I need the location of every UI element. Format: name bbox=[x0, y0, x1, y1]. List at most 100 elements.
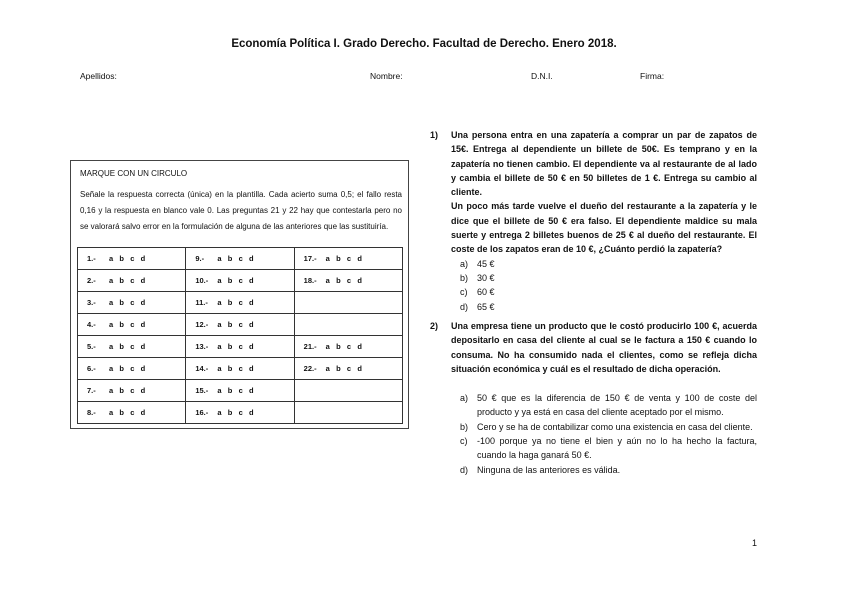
answer-choices[interactable]: a b c d bbox=[109, 408, 146, 417]
answer-cell bbox=[293, 313, 404, 336]
question-number: 15.- bbox=[195, 386, 209, 395]
answer-box-heading: MARQUE CON UN CIRCULO bbox=[80, 169, 188, 178]
answer-cell[interactable]: 6.- a b c d bbox=[76, 357, 187, 380]
answer-choices[interactable]: a b c d bbox=[109, 276, 146, 285]
answer-cell[interactable]: 11.- a b c d bbox=[185, 291, 295, 314]
field-nombre: Nombre: bbox=[370, 71, 403, 81]
option-c: c) -100 porque ya no tiene el bien y aún … bbox=[460, 434, 757, 463]
answer-cell[interactable]: 10.- a b c d bbox=[185, 269, 295, 292]
answer-choices[interactable]: a b c d bbox=[109, 254, 146, 263]
answer-cell[interactable]: 16.- a b c d bbox=[185, 401, 295, 424]
answer-choices[interactable]: a b c d bbox=[109, 342, 146, 351]
answer-cell[interactable]: 4.- a b c d bbox=[76, 313, 187, 336]
question-number: 10.- bbox=[195, 276, 209, 285]
answer-choices[interactable]: a b c d bbox=[325, 342, 362, 351]
question-number: 7.- bbox=[87, 386, 96, 395]
option-a: a) 45 € bbox=[460, 257, 757, 271]
answer-box: MARQUE CON UN CIRCULO Señale la respuest… bbox=[70, 160, 409, 429]
question-number: 2) bbox=[430, 321, 439, 331]
answer-choices[interactable]: a b c d bbox=[109, 298, 146, 307]
question-number: 22.- bbox=[303, 364, 317, 373]
answer-choices[interactable]: a b c d bbox=[109, 320, 146, 329]
grid-row: 6.- a b c d 14.- a b c d 22.- a b c d bbox=[76, 357, 404, 380]
option-d: d) 65 € bbox=[460, 300, 757, 314]
answer-choices[interactable]: a b c d bbox=[109, 364, 146, 373]
answer-cell[interactable]: 22.- a b c d bbox=[293, 357, 404, 380]
answer-cell bbox=[293, 379, 404, 402]
option-label: b) bbox=[460, 272, 469, 283]
answer-cell[interactable]: 2.- a b c d bbox=[76, 269, 187, 292]
answer-box-instructions: Señale la respuesta correcta (única) en … bbox=[80, 190, 402, 231]
question-number: 5.- bbox=[87, 342, 96, 351]
option-c: c) 60 € bbox=[460, 285, 757, 299]
question-number: 4.- bbox=[87, 320, 96, 329]
answer-choices[interactable]: a b c d bbox=[217, 276, 254, 285]
option-label: c) bbox=[460, 436, 468, 447]
answer-cell[interactable]: 13.- a b c d bbox=[185, 335, 295, 358]
answer-choices[interactable]: a b c d bbox=[217, 342, 254, 351]
question-number: 1) bbox=[430, 130, 439, 140]
question-number: 8.- bbox=[87, 408, 96, 417]
field-apellidos: Apellidos: bbox=[80, 71, 117, 81]
answer-cell[interactable]: 17.- a b c d bbox=[293, 247, 404, 270]
option-label: c) bbox=[460, 287, 468, 298]
answer-choices[interactable]: a b c d bbox=[217, 298, 254, 307]
option-label: d) bbox=[460, 464, 469, 475]
answer-cell[interactable]: 9.- a b c d bbox=[185, 247, 295, 270]
question-number: 13.- bbox=[195, 342, 209, 351]
grid-row: 7.- a b c d 15.- a b c d bbox=[76, 379, 404, 402]
option-text: 60 € bbox=[477, 287, 495, 298]
answer-choices[interactable]: a b c d bbox=[217, 364, 254, 373]
page-number: 1 bbox=[752, 538, 758, 548]
answer-cell[interactable]: 5.- a b c d bbox=[76, 335, 187, 358]
answer-cell bbox=[293, 291, 404, 314]
question-number: 11.- bbox=[195, 298, 208, 307]
option-b: b) 30 € bbox=[460, 271, 757, 285]
option-text: Ninguna de las anteriores es válida. bbox=[477, 464, 621, 475]
question-number: 12.- bbox=[195, 320, 209, 329]
answer-cell[interactable]: 1.- a b c d bbox=[76, 247, 187, 270]
grid-row: 5.- a b c d 13.- a b c d 21.- a b c d bbox=[76, 335, 404, 358]
answer-cell[interactable]: 14.- a b c d bbox=[185, 357, 295, 380]
answer-choices[interactable]: a b c d bbox=[217, 408, 254, 417]
page-title: Economía Política I. Grado Derecho. Facu… bbox=[231, 38, 617, 50]
option-label: b) bbox=[460, 421, 469, 432]
answer-choices[interactable]: a b c d bbox=[325, 364, 362, 373]
question-number: 6.- bbox=[87, 364, 96, 373]
option-text: Cero y se ha de contabilizar como una ex… bbox=[477, 421, 753, 432]
option-text: 30 € bbox=[477, 272, 495, 283]
question-number: 9.- bbox=[195, 254, 205, 263]
option-text: -100 porque ya no tiene el bien y aún no… bbox=[477, 436, 757, 461]
answer-choices[interactable]: a b c d bbox=[217, 386, 254, 395]
question-number: 2.- bbox=[87, 276, 96, 285]
answer-choices[interactable]: a b c d bbox=[217, 320, 254, 329]
answer-cell[interactable]: 3.- a b c d bbox=[76, 291, 187, 314]
answer-cell[interactable]: 15.- a b c d bbox=[185, 379, 295, 402]
answer-cell[interactable]: 8.- a b c d bbox=[76, 401, 187, 424]
option-a: a) 50 € que es la diferencia de 150 € de … bbox=[460, 391, 757, 420]
option-text: 65 € bbox=[477, 301, 495, 312]
option-text: 50 € que es la diferencia de 150 € de ve… bbox=[477, 393, 757, 418]
option-label: a) bbox=[460, 258, 469, 269]
answer-choices[interactable]: a b c d bbox=[109, 386, 146, 395]
answer-grid: 1.- a b c d 9.- a b c d 17.- a b c d 2.- a b c … bbox=[76, 247, 404, 424]
grid-row: 1.- a b c d 9.- a b c d 17.- a b c d bbox=[76, 247, 404, 270]
answer-cell[interactable]: 12.- a b c d bbox=[185, 313, 295, 336]
option-d: d) Ninguna de las anteriores es válida. bbox=[460, 463, 757, 477]
question-options: a) 50 € que es la diferencia de 150 € de … bbox=[460, 391, 757, 477]
grid-row: 4.- a b c d 12.- a b c d bbox=[76, 313, 404, 336]
question-number: 16.- bbox=[195, 408, 209, 417]
option-label: d) bbox=[460, 301, 469, 312]
option-label: a) bbox=[460, 393, 469, 404]
question-text: Una empresa tiene un producto que le cos… bbox=[451, 321, 757, 374]
answer-choices[interactable]: a b c d bbox=[325, 254, 362, 263]
question-options: a) 45 € b) 30 € c) 60 € d) 65 € bbox=[460, 257, 757, 314]
answer-choices[interactable]: a b c d bbox=[325, 276, 362, 285]
question-text: Una persona entra en una zapatería a com… bbox=[451, 130, 757, 198]
question-number: 18.- bbox=[303, 276, 317, 285]
answer-cell[interactable]: 21.- a b c d bbox=[293, 335, 404, 358]
answer-cell[interactable]: 7.- a b c d bbox=[76, 379, 187, 402]
answer-choices[interactable]: a b c d bbox=[217, 254, 254, 263]
answer-cell[interactable]: 18.- a b c d bbox=[293, 269, 404, 292]
